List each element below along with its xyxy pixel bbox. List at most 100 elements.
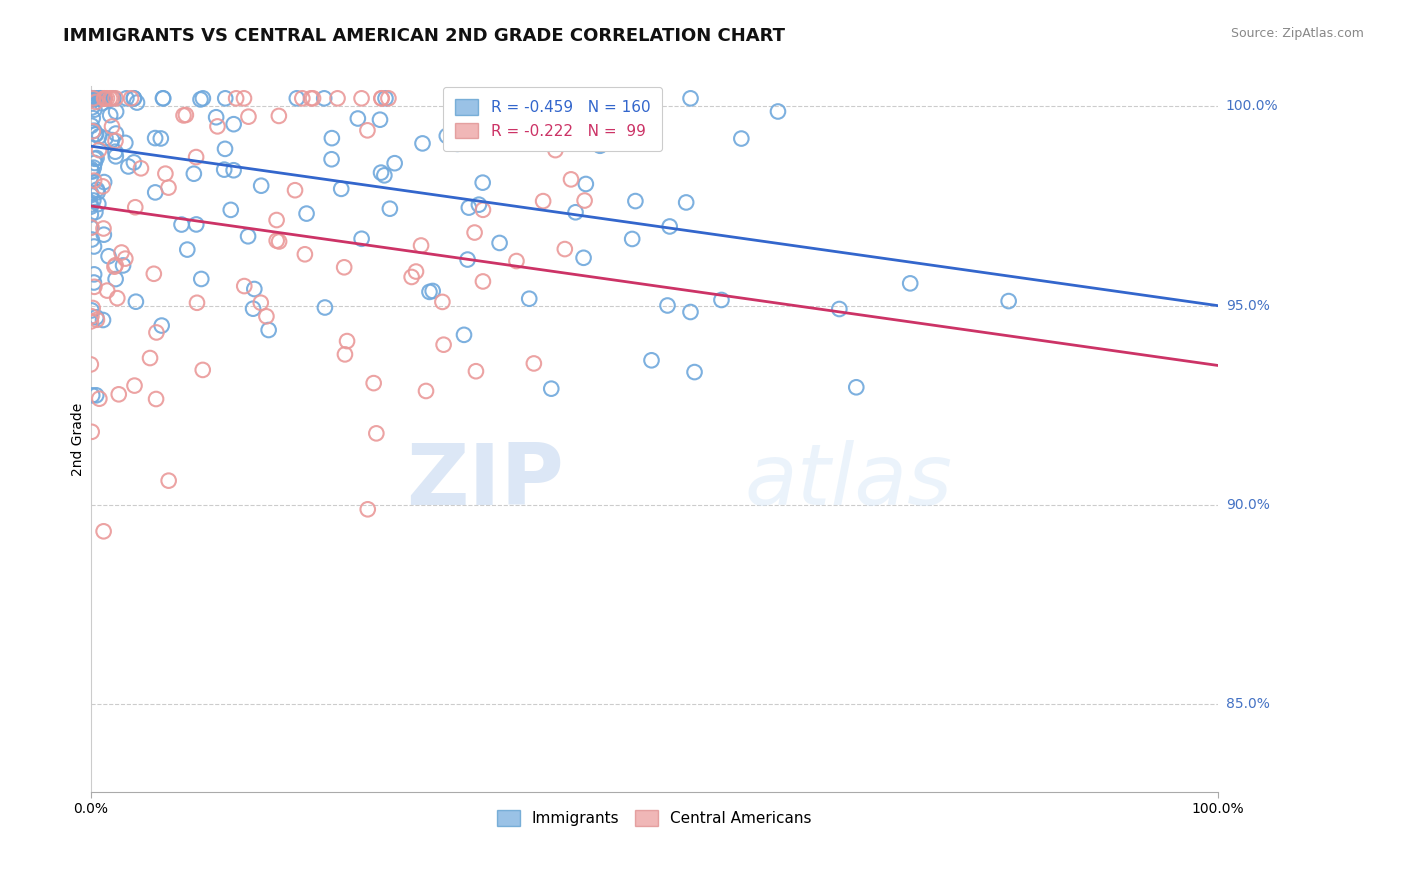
Point bbox=[122, 91, 145, 105]
Point bbox=[683, 365, 706, 379]
Point bbox=[574, 194, 596, 208]
Point bbox=[80, 314, 103, 328]
Point bbox=[80, 197, 103, 211]
Point bbox=[384, 156, 406, 170]
Point bbox=[90, 91, 112, 105]
Point bbox=[83, 156, 105, 170]
Point bbox=[401, 269, 423, 284]
Point bbox=[302, 91, 325, 105]
Point bbox=[621, 232, 644, 246]
Point bbox=[578, 91, 600, 105]
Point bbox=[82, 91, 104, 105]
Point bbox=[110, 245, 132, 260]
Point bbox=[330, 182, 353, 196]
Point bbox=[87, 143, 110, 157]
Point bbox=[357, 502, 380, 516]
Point bbox=[294, 247, 316, 261]
Point bbox=[125, 294, 148, 309]
Point bbox=[378, 202, 401, 216]
Point bbox=[517, 292, 540, 306]
Point bbox=[87, 197, 110, 211]
Point bbox=[540, 382, 562, 396]
Point bbox=[129, 161, 152, 176]
Point bbox=[80, 93, 103, 107]
Point bbox=[124, 200, 146, 214]
Text: 95.0%: 95.0% bbox=[1226, 299, 1270, 312]
Point bbox=[89, 392, 111, 406]
Point bbox=[531, 194, 554, 208]
Point bbox=[104, 91, 127, 105]
Point bbox=[93, 227, 115, 242]
Point bbox=[214, 142, 236, 156]
Point bbox=[578, 91, 600, 105]
Point bbox=[453, 327, 475, 342]
Point bbox=[117, 160, 139, 174]
Point bbox=[80, 91, 103, 105]
Point bbox=[80, 100, 103, 114]
Point bbox=[80, 91, 103, 105]
Point bbox=[266, 234, 288, 248]
Point bbox=[80, 200, 103, 214]
Point bbox=[710, 293, 733, 307]
Point bbox=[409, 238, 432, 252]
Point bbox=[266, 213, 288, 227]
Point bbox=[82, 91, 104, 105]
Point bbox=[333, 347, 356, 361]
Point bbox=[104, 149, 127, 163]
Point bbox=[101, 120, 124, 134]
Point bbox=[190, 92, 212, 106]
Point bbox=[157, 474, 180, 488]
Point bbox=[91, 179, 114, 194]
Point bbox=[366, 426, 388, 441]
Point bbox=[143, 186, 166, 200]
Point bbox=[83, 161, 105, 175]
Point bbox=[83, 173, 105, 187]
Point bbox=[468, 197, 491, 211]
Point bbox=[82, 194, 104, 208]
Point bbox=[104, 127, 127, 141]
Point bbox=[214, 91, 236, 105]
Point bbox=[640, 353, 662, 368]
Point bbox=[90, 91, 112, 105]
Point bbox=[83, 268, 105, 282]
Point bbox=[80, 220, 103, 235]
Point bbox=[415, 384, 437, 398]
Point bbox=[80, 91, 103, 105]
Point bbox=[97, 249, 120, 263]
Point bbox=[80, 164, 103, 178]
Point bbox=[86, 151, 108, 165]
Point bbox=[93, 92, 115, 106]
Point bbox=[488, 235, 510, 250]
Point bbox=[142, 267, 165, 281]
Point bbox=[98, 91, 121, 105]
Point bbox=[766, 104, 789, 119]
Point bbox=[222, 117, 245, 131]
Point bbox=[82, 164, 104, 178]
Point bbox=[845, 380, 868, 394]
Point bbox=[90, 96, 112, 111]
Point bbox=[90, 91, 112, 105]
Point bbox=[149, 131, 172, 145]
Point bbox=[190, 272, 212, 286]
Point bbox=[80, 91, 103, 105]
Point bbox=[333, 260, 356, 275]
Point bbox=[86, 91, 108, 105]
Point bbox=[84, 205, 107, 219]
Point bbox=[120, 91, 142, 105]
Point bbox=[115, 91, 138, 105]
Point bbox=[105, 104, 128, 119]
Point bbox=[589, 138, 612, 153]
Point bbox=[83, 91, 105, 105]
Point bbox=[125, 95, 148, 110]
Point bbox=[84, 388, 107, 402]
Point bbox=[114, 136, 136, 150]
Point bbox=[350, 232, 373, 246]
Point bbox=[205, 110, 228, 124]
Text: atlas: atlas bbox=[744, 440, 952, 523]
Point bbox=[250, 178, 273, 193]
Point bbox=[225, 91, 247, 105]
Point bbox=[101, 133, 124, 147]
Point bbox=[114, 252, 136, 266]
Point bbox=[191, 91, 214, 105]
Point bbox=[997, 294, 1019, 309]
